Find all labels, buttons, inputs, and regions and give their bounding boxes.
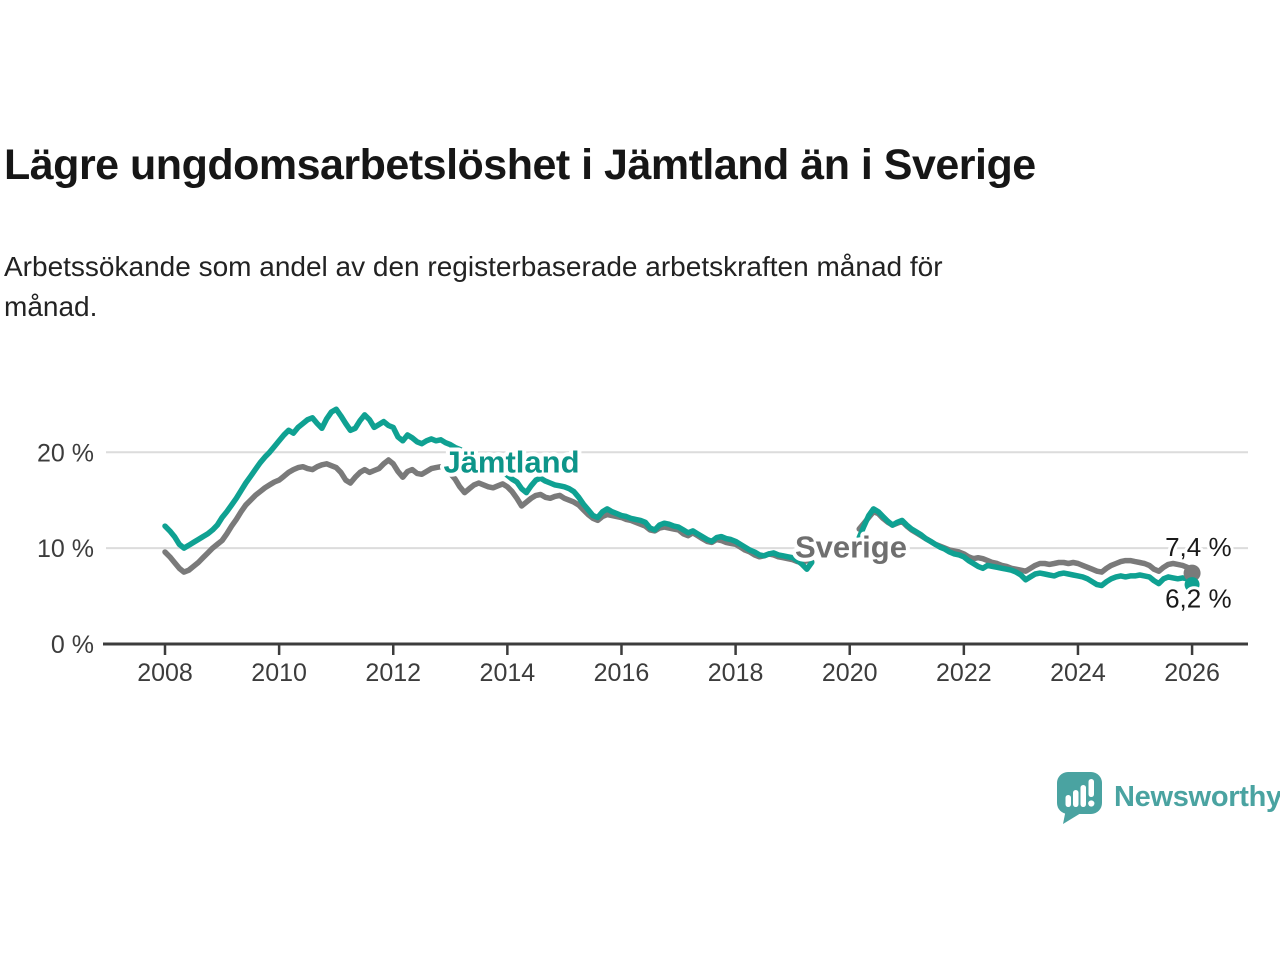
x-tick-label-2024: 2024 <box>1050 659 1106 687</box>
y-gridlines <box>106 451 1248 550</box>
newsworthy-branding: Newsworthy <box>1056 771 1280 824</box>
x-tick-label-2018: 2018 <box>708 659 764 687</box>
subtitle-line-1: Arbetssökande som andel av den registerb… <box>4 251 943 282</box>
subtitle-line-2: månad. <box>4 291 98 322</box>
end-dot-sverige <box>1183 564 1201 582</box>
x-tick-label-2026: 2026 <box>1164 659 1220 687</box>
x-tick-label-2014: 2014 <box>480 659 536 687</box>
chart-subtitle: Arbetssökande som andel av den registerb… <box>4 247 943 327</box>
y-tick-label-10: 10 % <box>37 535 94 563</box>
y-tick-label-0: 0 % <box>51 631 94 659</box>
page-title: Lägre ungdomsarbetslöshet i Jämtland än … <box>4 141 1036 189</box>
x-tick-label-2016: 2016 <box>594 659 650 687</box>
y-tick-label-20: 20 % <box>37 439 94 467</box>
x-axis: 2008 2010 2012 2014 2016 2018 2020 2022 2024 2026 <box>103 642 1248 687</box>
series-line-jämtland <box>162 406 1195 589</box>
series-label-jämtland: Jämtland <box>443 444 579 479</box>
series-label-sverige: Sverige <box>795 530 907 565</box>
end-dot-jämtland <box>1184 577 1200 593</box>
x-tick-label-2010: 2010 <box>251 659 307 687</box>
newsworthy-logo-text: Newsworthy <box>1114 781 1280 813</box>
y-axis-labels: 0 % 10 % 20 % <box>37 439 94 659</box>
x-tick-label-2008: 2008 <box>137 659 193 687</box>
x-tick-label-2020: 2020 <box>822 659 878 687</box>
x-tick-label-2022: 2022 <box>936 659 992 687</box>
end-value-label-sverige: 7,4 % <box>1165 532 1232 562</box>
x-tick-label-2012: 2012 <box>365 659 421 687</box>
end-value-label-jämtland: 6,2 % <box>1165 584 1232 614</box>
newsworthy-logo-icon <box>1057 772 1102 824</box>
series-line-sverige <box>162 457 1195 576</box>
